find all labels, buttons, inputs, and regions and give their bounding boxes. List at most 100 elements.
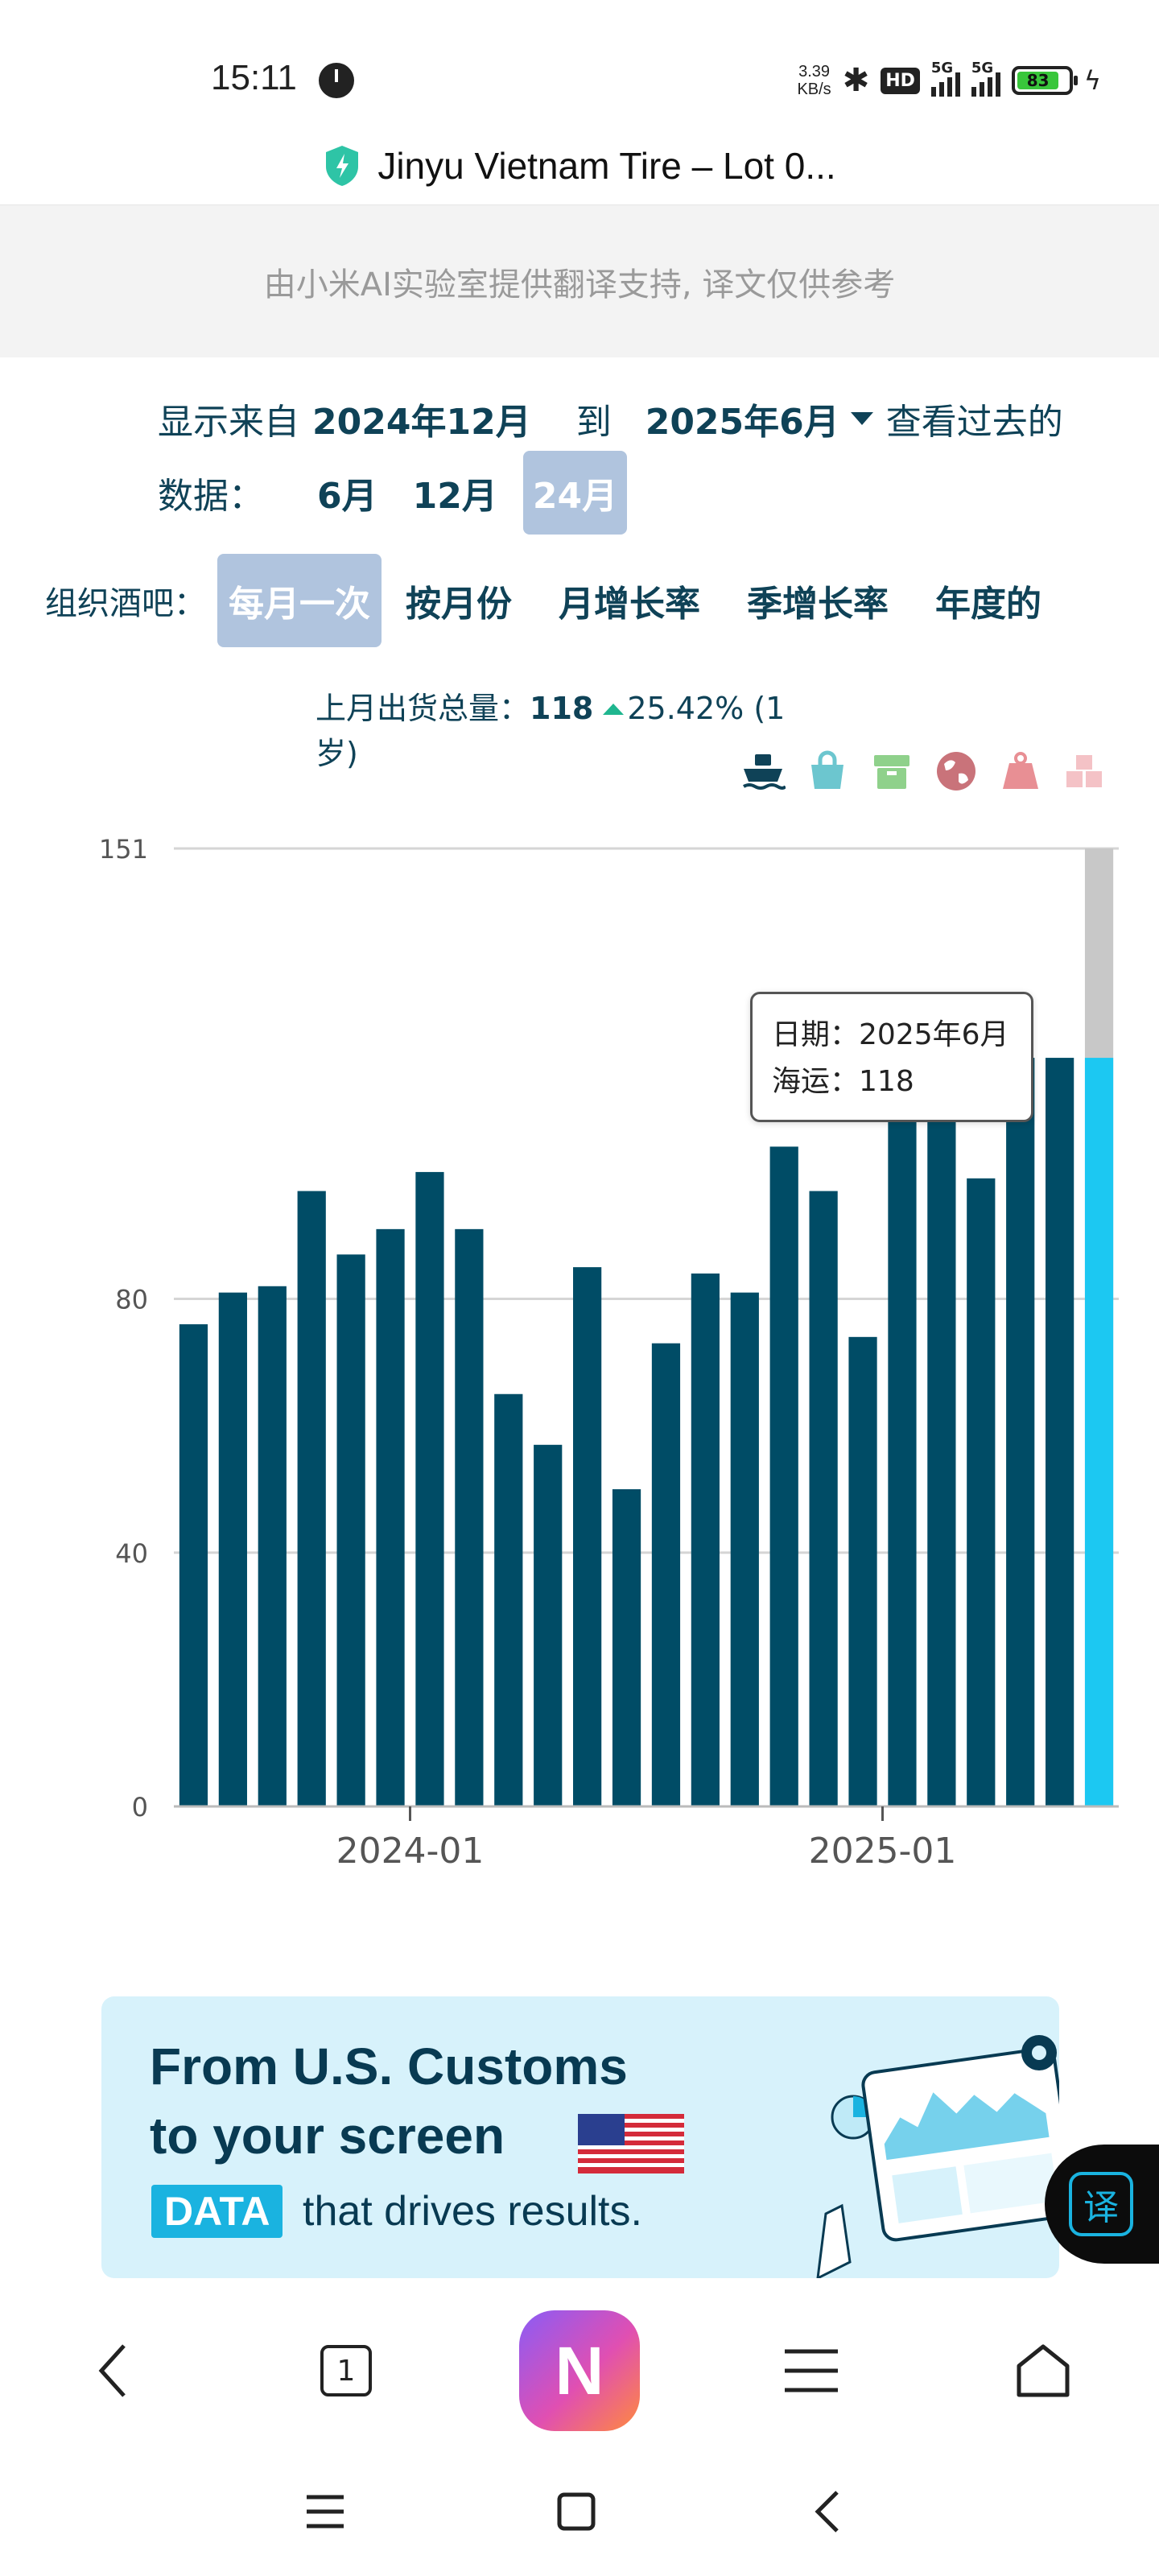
org-monthly[interactable]: 每月一次 <box>217 554 382 647</box>
recents-button[interactable] <box>293 2479 357 2544</box>
summary-label: 上月出货总量： <box>316 691 530 726</box>
ad-headline-line1: From U.S. Customs <box>150 2037 628 2095</box>
chevron-down-icon[interactable] <box>850 412 873 425</box>
period-12m[interactable]: 12月 <box>412 476 497 517</box>
weight-icon[interactable] <box>998 749 1043 794</box>
cubes-icon[interactable] <box>1062 749 1107 794</box>
translation-banner-text: 由小米AI实验室提供翻译支持, 译文仅供参考 <box>263 266 896 303</box>
data-label: 数据： <box>158 476 264 517</box>
bar-2025-03 <box>967 1178 996 1806</box>
bar-2023-07 <box>179 1324 208 1806</box>
bar-2025-04 <box>1006 1058 1035 1806</box>
period-row: 数据： 6月 12月 24月 <box>158 451 643 535</box>
bluetooth-icon: ✱ <box>842 62 870 99</box>
system-back-icon <box>815 2491 839 2533</box>
summary-period-note: (1 岁) <box>316 691 786 771</box>
bar-2024-07 <box>651 1343 681 1806</box>
bar-2024-04 <box>534 1444 563 1806</box>
us-flag-icon <box>578 2114 684 2174</box>
ad-headline: From U.S. Customs to your screen <box>150 2032 628 2170</box>
url-bar[interactable]: Jinyu Vietnam Tire – Lot 0... <box>0 129 1159 203</box>
status-time: 15:11 <box>211 58 297 97</box>
tablet-chart-illustration <box>816 2035 1059 2278</box>
page-title[interactable]: Jinyu Vietnam Tire – Lot 0... <box>377 145 836 187</box>
bar-2024-08 <box>691 1274 720 1806</box>
shipment-type-icons <box>740 749 1107 794</box>
net-speed-value: 3.39 <box>798 63 831 80</box>
home-icon <box>1017 2344 1070 2397</box>
system-nav-bar <box>0 2447 1159 2576</box>
status-icons: 3.39 KB/s ✱ HD 5G 5G 83 ϟ <box>797 56 1101 105</box>
organize-bars-row: 组织酒吧： 每月一次 按月份 月增长率 季增长率 年度的 <box>45 554 1077 647</box>
tooltip-date-label: 日期： <box>772 1018 860 1051</box>
y-tick-label: 80 <box>115 1285 148 1315</box>
tooltip-series-label: 海运： <box>772 1065 860 1098</box>
battery-level: 83 <box>1017 72 1059 89</box>
summary-change: 25.42% <box>627 691 744 726</box>
bar-2023-09 <box>258 1286 287 1806</box>
bag-icon[interactable] <box>805 749 850 794</box>
bar-2024-03 <box>494 1393 523 1806</box>
ad-data-badge: DATA <box>151 2185 283 2238</box>
hamburger-icon <box>785 2349 838 2392</box>
period-6m[interactable]: 6月 <box>317 476 377 517</box>
back-button[interactable] <box>80 2302 145 2439</box>
ad-headline-line2: to your screen <box>150 2107 505 2165</box>
bar-2023-11 <box>336 1254 365 1806</box>
bar-2024-12 <box>848 1336 877 1806</box>
up-arrow-icon <box>603 703 625 715</box>
bar-2024-11 <box>809 1191 838 1806</box>
ad-banner[interactable]: From U.S. Customs to your screen DATA th… <box>101 1996 1059 2278</box>
org-by-month[interactable]: 按月份 <box>406 584 512 625</box>
from-date-select[interactable]: 2024年12月 <box>312 402 531 443</box>
org-mom-growth[interactable]: 月增长率 <box>559 584 700 625</box>
y-tick-label: 40 <box>115 1538 148 1569</box>
bar-2025-06 <box>1084 1058 1114 1806</box>
to-label: 到 <box>575 402 612 443</box>
bar-2025-05 <box>1046 1058 1074 1806</box>
globe-icon[interactable] <box>934 749 979 794</box>
y-tick-label: 0 <box>132 1792 148 1823</box>
bar-2023-10 <box>297 1191 326 1806</box>
battery-icon: 83 <box>1011 66 1078 95</box>
bar-2025-01 <box>888 1038 917 1806</box>
tooltip-date: 2025年6月 <box>859 1018 1009 1051</box>
recents-icon <box>307 2495 344 2529</box>
bar-2023-08 <box>218 1292 247 1806</box>
translate-fab[interactable]: 译 <box>1045 2145 1159 2264</box>
bar-2023-12 <box>376 1228 405 1806</box>
signal-1-label: 5G <box>930 60 954 76</box>
system-back-button[interactable] <box>795 2479 860 2544</box>
secure-shield-icon <box>326 146 359 186</box>
tabs-button[interactable]: 1 <box>314 2302 378 2439</box>
menu-button[interactable] <box>779 2302 843 2439</box>
bar-2024-10 <box>769 1146 798 1806</box>
bar-2024-01 <box>415 1171 444 1806</box>
period-24m[interactable]: 24月 <box>522 451 628 535</box>
browser-home-logo-button[interactable]: N <box>515 2302 644 2439</box>
box-icon[interactable] <box>869 749 914 794</box>
signal-icon-1: 5G <box>930 60 960 97</box>
status-bar: 15:11 3.39 KB/s ✱ HD 5G 5G 83 ϟ <box>0 0 1159 121</box>
hd-badge: HD <box>881 67 920 94</box>
signal-icon-2: 5G <box>971 60 1000 97</box>
show-from-label: 显示来自 <box>158 402 299 443</box>
bar-2025-02 <box>927 1038 956 1806</box>
org-qoq-growth[interactable]: 季增长率 <box>747 584 889 625</box>
org-yearly[interactable]: 年度的 <box>935 584 1041 625</box>
net-speed: 3.39 KB/s <box>797 63 831 98</box>
summary-value: 118 <box>530 691 594 726</box>
square-home-icon <box>557 2492 596 2531</box>
date-range-row: 显示来自 2024年12月 到 2025年6月 查看过去的 <box>158 393 1124 444</box>
charging-icon: ϟ <box>1083 65 1101 96</box>
system-home-button[interactable] <box>544 2479 608 2544</box>
last-month-summary: 上月出货总量：118 25.42% (1 岁) <box>316 686 815 776</box>
ship-icon[interactable] <box>740 749 786 794</box>
browser-logo-icon: N <box>519 2310 640 2431</box>
view-past-label: 查看过去的 <box>885 402 1063 443</box>
home-button[interactable] <box>1011 2302 1075 2439</box>
bar-2024-09 <box>730 1292 759 1806</box>
y-tick-label: 151 <box>99 834 148 865</box>
ad-tagline: that drives results. <box>303 2188 642 2235</box>
to-date-select[interactable]: 2025年6月 <box>645 402 839 443</box>
